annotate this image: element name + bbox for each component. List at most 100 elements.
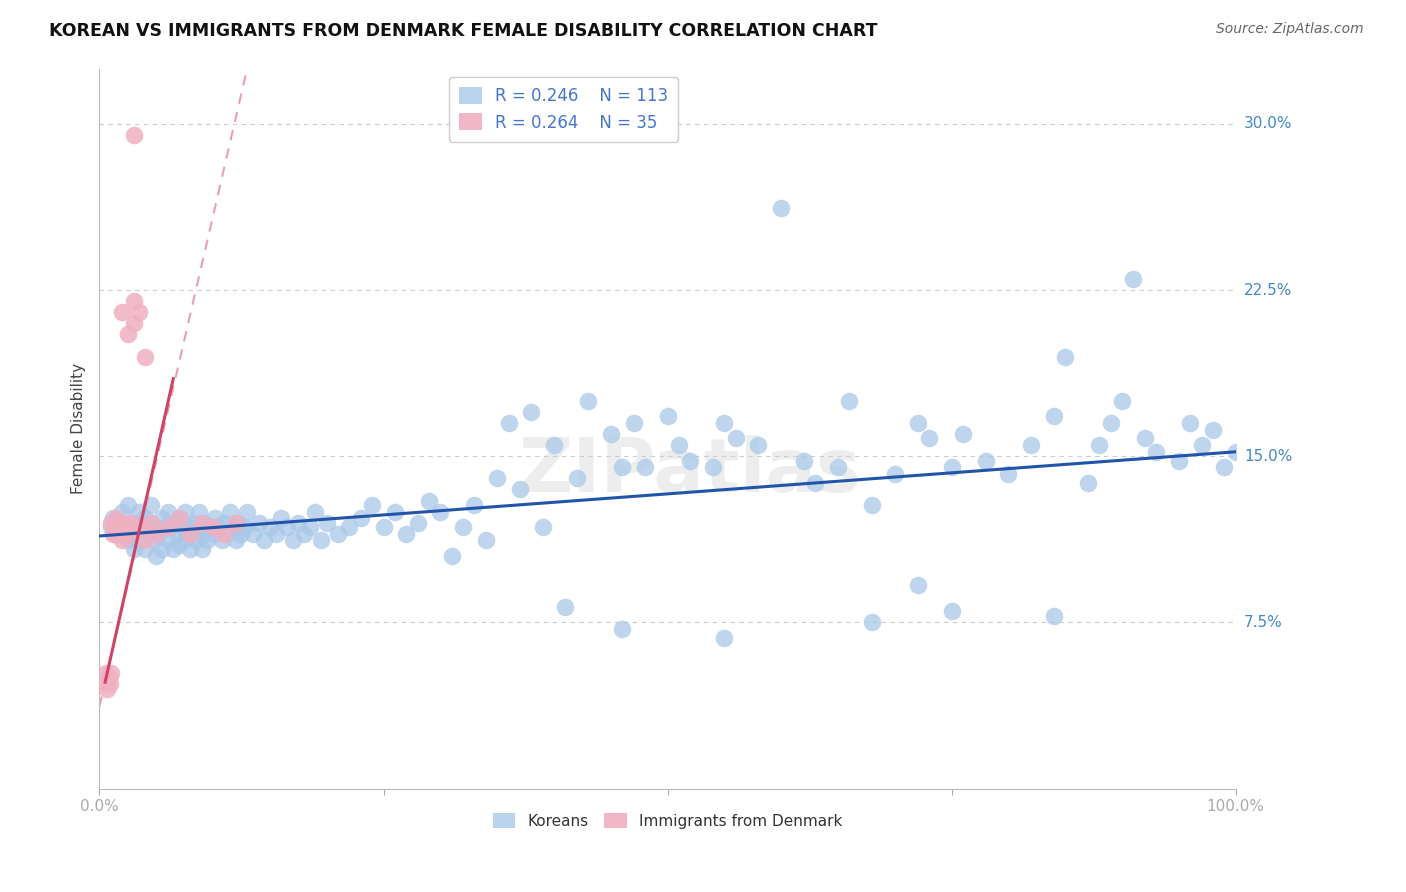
Text: 30.0%: 30.0%	[1244, 116, 1292, 131]
Point	[122, 516, 145, 530]
Point	[236, 505, 259, 519]
Point	[702, 460, 724, 475]
Point	[907, 578, 929, 592]
Point	[150, 511, 173, 525]
Point	[143, 533, 166, 548]
Point	[94, 675, 117, 690]
Point	[188, 505, 211, 519]
Point	[440, 549, 463, 563]
Point	[395, 526, 418, 541]
Point	[1133, 432, 1156, 446]
Point	[195, 520, 218, 534]
Point	[418, 493, 440, 508]
Point	[114, 520, 136, 534]
Point	[222, 520, 245, 534]
Text: KOREAN VS IMMIGRANTS FROM DENMARK FEMALE DISABILITY CORRELATION CHART: KOREAN VS IMMIGRANTS FROM DENMARK FEMALE…	[49, 22, 877, 40]
Point	[941, 604, 963, 618]
Point	[242, 526, 264, 541]
Point	[145, 520, 167, 534]
Point	[134, 533, 156, 548]
Point	[952, 427, 974, 442]
Point	[298, 520, 321, 534]
Text: 7.5%: 7.5%	[1244, 615, 1282, 630]
Point	[429, 505, 451, 519]
Point	[860, 615, 883, 630]
Point	[713, 416, 735, 430]
Point	[292, 526, 315, 541]
Point	[219, 505, 242, 519]
Point	[509, 483, 531, 497]
Point	[117, 498, 139, 512]
Point	[134, 542, 156, 557]
Point	[1122, 272, 1144, 286]
Point	[190, 526, 212, 541]
Point	[406, 516, 429, 530]
Point	[554, 599, 576, 614]
Point	[167, 511, 190, 525]
Point	[838, 393, 860, 408]
Point	[155, 520, 177, 534]
Point	[195, 533, 218, 548]
Point	[120, 526, 142, 541]
Point	[1191, 438, 1213, 452]
Point	[247, 516, 270, 530]
Point	[122, 128, 145, 142]
Point	[804, 475, 827, 490]
Point	[111, 533, 134, 548]
Point	[225, 516, 247, 530]
Point	[214, 516, 236, 530]
Point	[159, 520, 181, 534]
Point	[100, 516, 122, 530]
Point	[531, 520, 554, 534]
Point	[202, 520, 225, 534]
Point	[150, 542, 173, 557]
Point	[373, 520, 395, 534]
Point	[134, 511, 156, 525]
Point	[259, 520, 281, 534]
Point	[105, 526, 128, 541]
Point	[136, 526, 159, 541]
Point	[679, 453, 702, 467]
Point	[162, 516, 184, 530]
Point	[793, 453, 815, 467]
Point	[543, 438, 565, 452]
Point	[1019, 438, 1042, 452]
Point	[315, 516, 337, 530]
Point	[184, 520, 207, 534]
Point	[128, 533, 150, 548]
Point	[190, 542, 212, 557]
Point	[657, 409, 679, 424]
Point	[623, 416, 645, 430]
Point	[997, 467, 1019, 481]
Point	[451, 520, 474, 534]
Point	[475, 533, 498, 548]
Text: Source: ZipAtlas.com: Source: ZipAtlas.com	[1216, 22, 1364, 37]
Point	[167, 538, 190, 552]
Point	[486, 471, 509, 485]
Point	[177, 520, 200, 534]
Point	[117, 533, 139, 548]
Point	[134, 350, 156, 364]
Point	[139, 498, 162, 512]
Point	[162, 542, 184, 557]
Point	[128, 520, 150, 534]
Point	[309, 533, 332, 548]
Point	[350, 511, 373, 525]
Point	[1054, 350, 1077, 364]
Point	[128, 305, 150, 319]
Point	[107, 526, 129, 541]
Point	[111, 305, 134, 319]
Point	[264, 526, 287, 541]
Point	[668, 438, 690, 452]
Point	[231, 526, 253, 541]
Point	[214, 526, 236, 541]
Point	[117, 327, 139, 342]
Point	[179, 526, 201, 541]
Point	[747, 438, 769, 452]
Point	[97, 671, 120, 685]
Point	[326, 526, 349, 541]
Point	[181, 516, 204, 530]
Point	[156, 533, 179, 548]
Point	[190, 516, 212, 530]
Point	[974, 453, 997, 467]
